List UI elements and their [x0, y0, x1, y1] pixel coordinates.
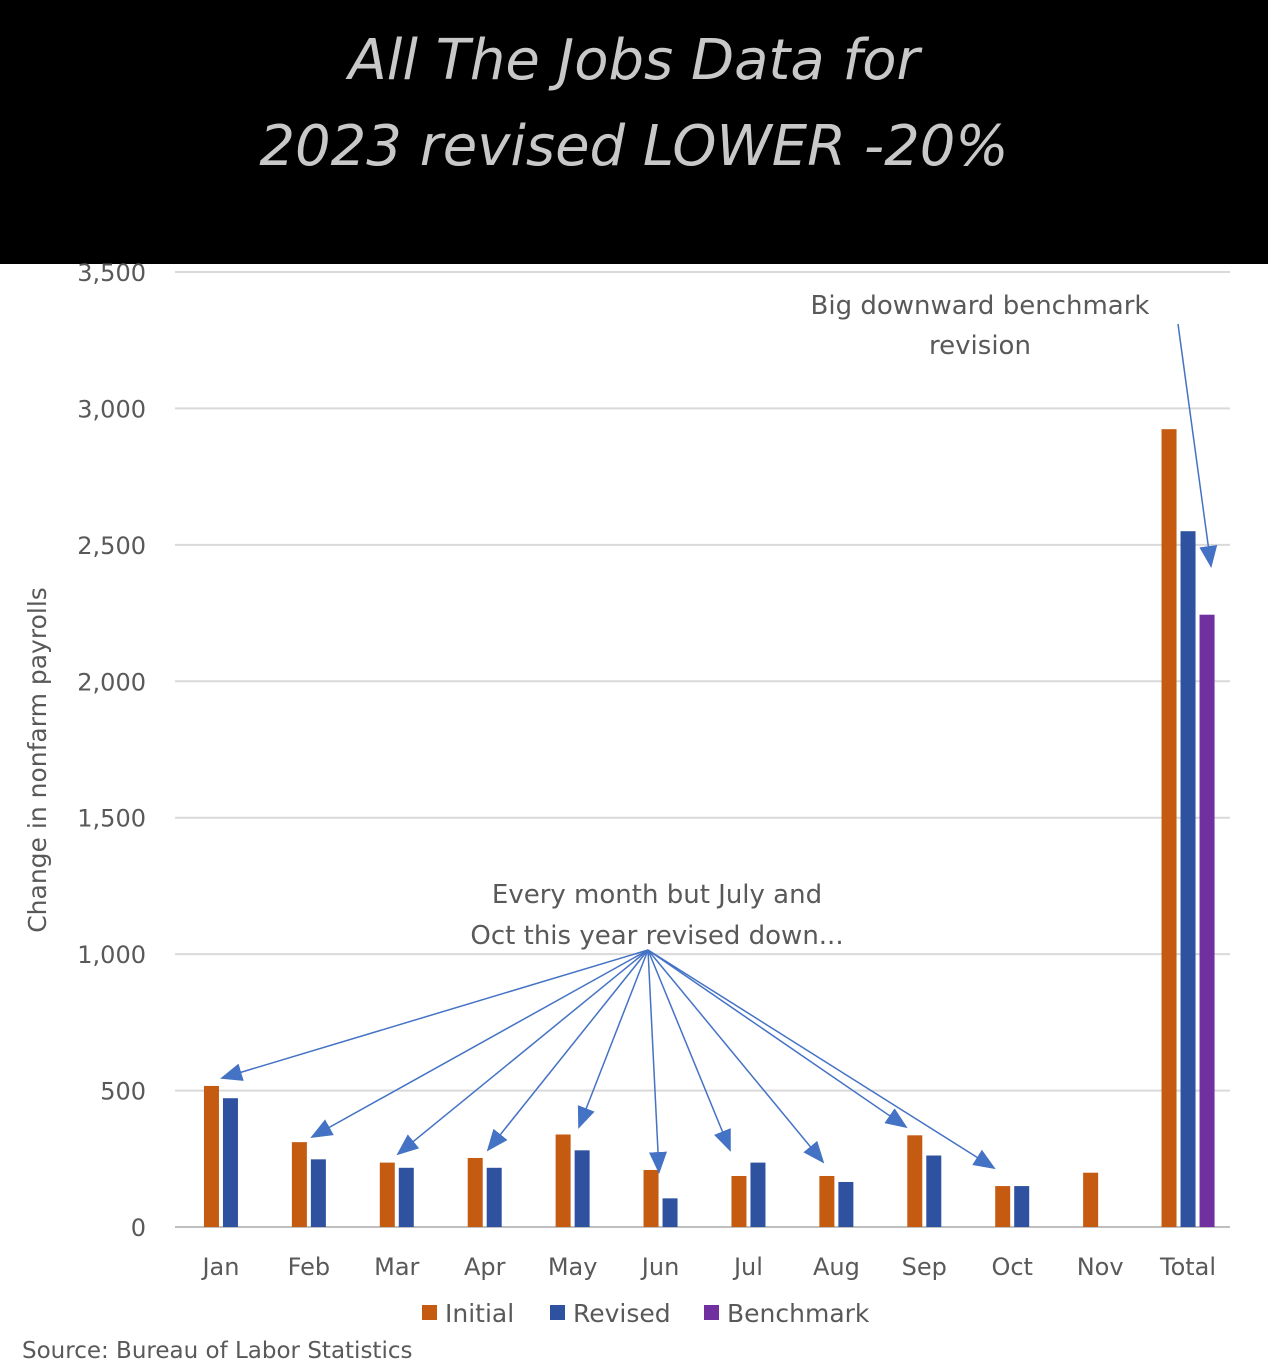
benchmark-annotation-line-1: Big downward benchmark — [811, 291, 1150, 321]
benchmark-arrow — [1177, 323, 1218, 568]
benchmark-annotation-line-2: revision — [929, 331, 1031, 361]
bar-initial-oct — [995, 1186, 1011, 1227]
legend-label-initial: Initial — [445, 1299, 514, 1328]
bar-revised-apr — [486, 1167, 502, 1227]
bar-initial-feb — [291, 1142, 307, 1227]
bars — [203, 429, 1215, 1227]
annotation-arrow — [647, 949, 996, 1170]
y-tick-label: 2,000 — [77, 668, 146, 696]
bar-revised-total — [1180, 531, 1196, 1227]
y-tick-label: 1,000 — [77, 941, 146, 969]
months-annotation-line-2: Oct this year revised down... — [470, 921, 843, 951]
bar-initial-mar — [379, 1162, 395, 1227]
bar-revised-jul — [750, 1162, 766, 1227]
bar-initial-jul — [731, 1175, 747, 1227]
bar-initial-aug — [819, 1175, 835, 1227]
legend-label-revised: Revised — [573, 1299, 671, 1328]
source-note: Source: Bureau of Labor Statistics — [22, 1338, 412, 1364]
legend-label-benchmark: Benchmark — [727, 1299, 870, 1328]
legend-swatch-initial — [422, 1305, 437, 1320]
annotation-arrow — [647, 949, 908, 1129]
title-banner: All The Jobs Data for 2023 revised LOWER… — [0, 0, 1268, 264]
annotation-arrow — [310, 949, 649, 1138]
y-tick-label: 1,500 — [77, 805, 146, 833]
bar-revised-aug — [838, 1181, 854, 1227]
bar-initial-total — [1161, 429, 1177, 1227]
x-tick-label: Apr — [464, 1253, 506, 1281]
annotation-arrows — [220, 323, 1218, 1174]
bar-revised-jun — [662, 1198, 678, 1227]
annotation-arrow — [577, 949, 649, 1129]
bar-revised-oct — [1014, 1186, 1030, 1227]
y-tick-label: 0 — [131, 1214, 146, 1242]
x-tick-label: Sep — [902, 1253, 947, 1281]
x-tick-label: Jun — [640, 1253, 680, 1281]
banner-title: All The Jobs Data for 2023 revised LOWER… — [0, 18, 1268, 190]
x-tick-label: Jan — [200, 1253, 239, 1281]
annotation-arrow — [220, 949, 649, 1081]
bar-initial-nov — [1083, 1172, 1099, 1227]
y-axis-label: Change in nonfarm payrolls — [23, 587, 52, 933]
x-axis-ticks: Jan Feb Mar Apr May Jun Jul Aug Sep Oct Nov Total — [200, 1253, 1216, 1281]
bar-revised-sep — [926, 1155, 942, 1227]
bar-initial-jun — [643, 1169, 659, 1227]
y-axis-ticks: 0 500 1,000 1,500 2,000 2,500 3,000 3,500 — [77, 259, 146, 1242]
x-tick-label: Feb — [288, 1253, 331, 1281]
gridlines — [175, 271, 1230, 1228]
annotation-arrow — [647, 949, 667, 1174]
x-tick-label: Oct — [991, 1253, 1033, 1281]
banner-title-line-1: All The Jobs Data for — [348, 28, 920, 93]
bar-initial-sep — [907, 1135, 923, 1227]
bar-initial-jan — [203, 1085, 219, 1227]
months-annotation-line-1: Every month but July and — [492, 880, 822, 910]
annotation-arrow — [647, 949, 731, 1152]
bar-revised-feb — [310, 1159, 326, 1227]
y-tick-label: 3,000 — [77, 395, 146, 423]
bar-initial-apr — [467, 1157, 483, 1227]
x-tick-label: May — [548, 1253, 598, 1281]
annotation-arrow — [647, 949, 825, 1164]
y-tick-label: 2,500 — [77, 532, 146, 560]
x-tick-label: Mar — [374, 1253, 419, 1281]
bar-revised-mar — [398, 1167, 414, 1227]
legend: Initial Revised Benchmark — [422, 1299, 870, 1328]
x-tick-label: Nov — [1077, 1253, 1124, 1281]
annotation-arrow — [396, 949, 649, 1156]
legend-swatch-benchmark — [704, 1305, 719, 1320]
y-tick-label: 3,500 — [77, 259, 146, 287]
bar-revised-jan — [222, 1098, 238, 1227]
x-tick-label: Aug — [813, 1253, 860, 1281]
annotation-arrow — [486, 949, 649, 1152]
y-tick-label: 500 — [100, 1078, 146, 1106]
x-tick-label: Total — [1159, 1253, 1216, 1281]
legend-swatch-revised — [550, 1305, 565, 1320]
bar-revised-may — [574, 1150, 590, 1227]
x-tick-label: Jul — [732, 1253, 763, 1281]
bar-benchmark-total — [1199, 614, 1215, 1227]
banner-title-line-2: 2023 revised LOWER -20% — [259, 114, 1009, 179]
bar-initial-may — [555, 1134, 571, 1227]
